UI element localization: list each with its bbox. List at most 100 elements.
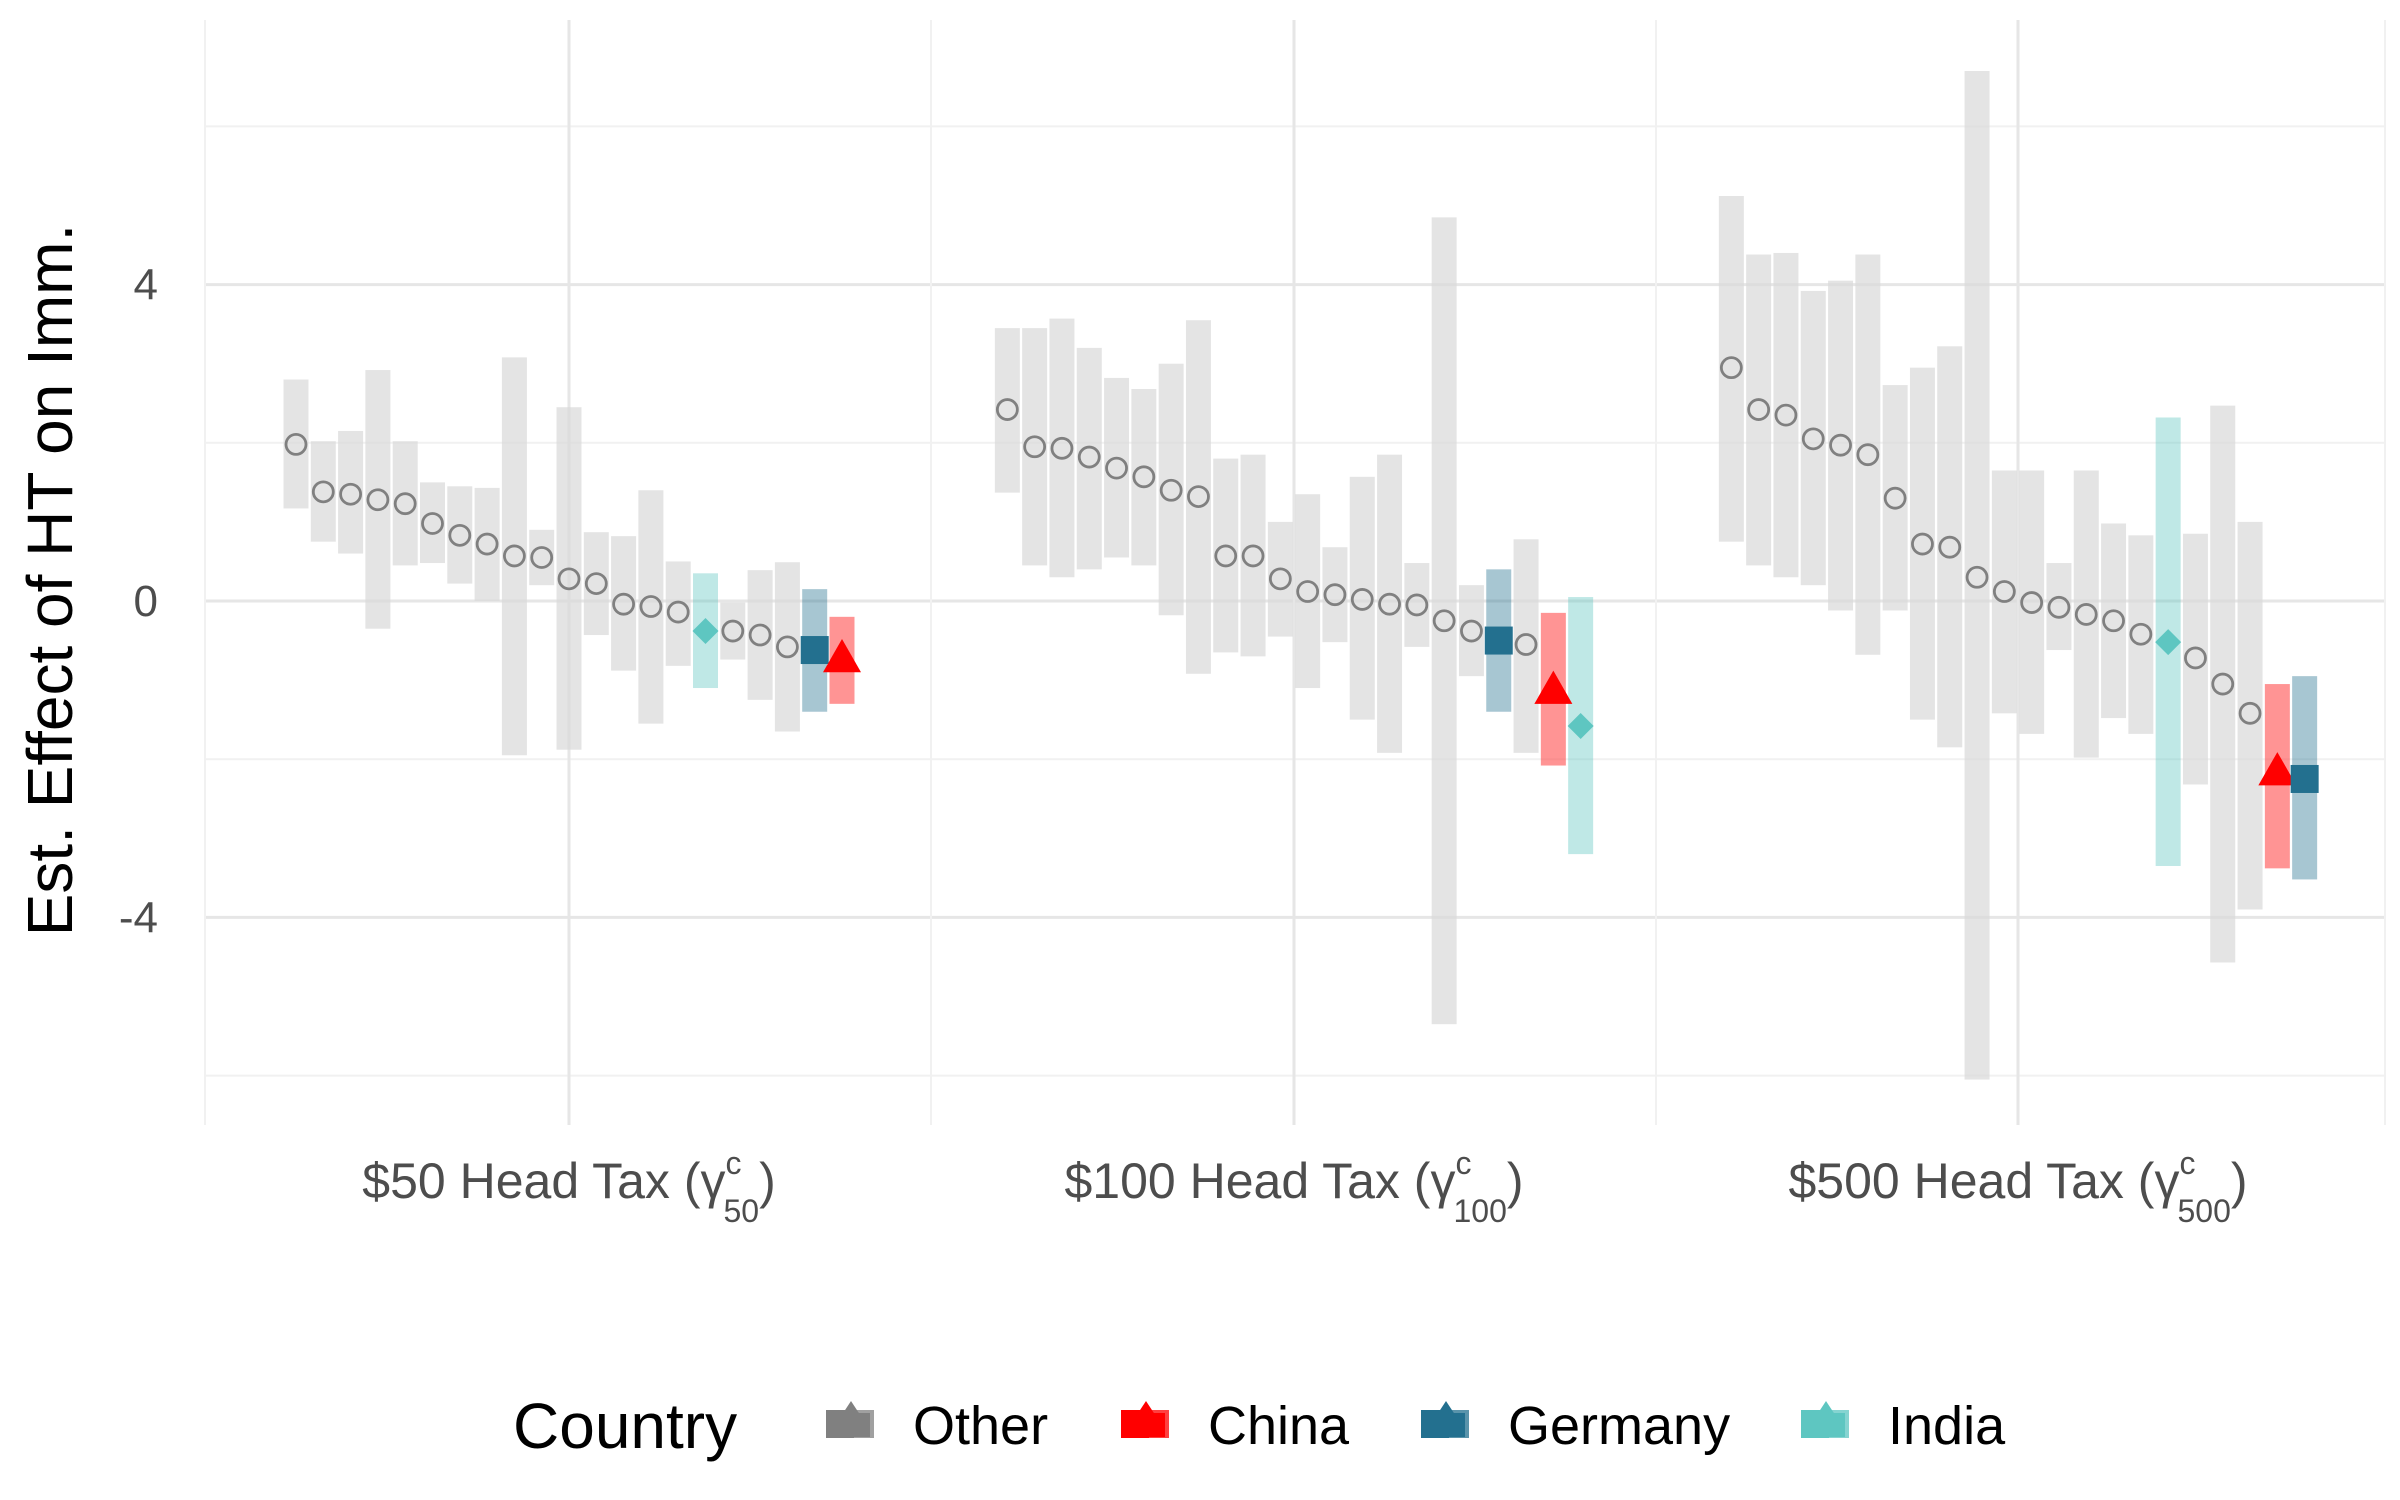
error-bar-other (1377, 454, 1403, 753)
error-bar-other (611, 536, 637, 671)
point-other (1268, 567, 1292, 591)
point-other (1214, 544, 1238, 568)
legend-item-china: China (1121, 1396, 1350, 1456)
point-other (2211, 672, 2235, 696)
error-bar-other (1937, 346, 1963, 748)
legend-label-india: India (1888, 1396, 2006, 1456)
error-bar-other (665, 561, 691, 666)
error-bar-other (1267, 521, 1293, 637)
x-category-label: $500 Head Tax (γc 500) (1788, 1145, 2247, 1229)
error-bar-other (474, 487, 500, 601)
point-other (339, 482, 363, 506)
error-bar-other (1800, 290, 1826, 586)
error-bar-other (1855, 254, 1881, 655)
error-bar-other (1828, 280, 1854, 611)
error-bar-other (1909, 367, 1935, 720)
point-other (2238, 701, 2262, 725)
x-axis-categories: $50 Head Tax (γc 50) $100 Head Tax (γc 100)… (362, 1145, 2247, 1229)
error-bar-other (2101, 523, 2127, 719)
point-other (1023, 435, 1047, 459)
point-india (2155, 629, 2182, 656)
error-bar-other (2019, 470, 2045, 734)
point-other (1801, 427, 1825, 451)
legend-key-india (1801, 1401, 1849, 1438)
point-china (1534, 670, 1573, 704)
point-other (612, 592, 635, 616)
point-germany (1484, 626, 1513, 655)
legend-label-germany: Germany (1508, 1396, 1730, 1456)
point-other (721, 619, 745, 643)
error-bars (283, 71, 2318, 1080)
y-axis-label: Est. Effect of HT on Imm. (14, 224, 86, 937)
error-bar-other (283, 379, 309, 509)
point-other (1992, 580, 2016, 603)
point-germany (2290, 764, 2319, 793)
legend-label-other: Other (913, 1396, 1048, 1456)
error-bar-other (1882, 385, 1908, 611)
point-other (1432, 609, 1456, 633)
error-bar-other (2046, 563, 2072, 651)
error-bar-other (583, 532, 609, 636)
point-other (639, 595, 663, 618)
point-other (1747, 398, 1771, 421)
error-bar-other (501, 357, 527, 756)
point-other (1350, 588, 1374, 611)
point-other (1296, 580, 1320, 603)
grid (204, 20, 2386, 1125)
point-other (1719, 356, 1743, 380)
point-other (1132, 465, 1156, 489)
point-other (1774, 403, 1798, 427)
error-bar-other (1991, 470, 2017, 714)
legend-key-germany (1421, 1401, 1469, 1438)
point-other (1323, 583, 1347, 607)
point-other (1938, 535, 1962, 559)
legend-item-india: India (1801, 1396, 2006, 1456)
error-bar-other (1746, 254, 1772, 566)
error-bar-other (529, 529, 555, 586)
point-other (557, 567, 581, 591)
point-other (1077, 445, 1101, 469)
legend-label-china: China (1208, 1396, 1350, 1456)
point-other (1159, 478, 1183, 502)
error-bar-other (1213, 458, 1239, 653)
legend-title: Country (513, 1390, 737, 1462)
error-bar-other (1131, 389, 1157, 566)
legend-key-china (1121, 1401, 1169, 1438)
point-other (503, 544, 526, 568)
error-bar-other (720, 602, 746, 660)
y-tick-label: 0 (134, 577, 158, 626)
error-bar-other (747, 570, 773, 700)
error-bar-other (1076, 347, 1102, 570)
point-other (393, 492, 417, 516)
point-other (448, 523, 472, 547)
point-other (284, 432, 308, 456)
point-other (666, 600, 690, 624)
point-india (1567, 712, 1594, 739)
error-bar-other (1458, 585, 1484, 677)
x-category-label: $100 Head Tax (γc 100) (1064, 1145, 1523, 1229)
point-other (475, 532, 499, 556)
error-bar-other (1431, 217, 1457, 1025)
error-bar-other (638, 490, 664, 724)
error-bar-other (1404, 563, 1430, 647)
point-other (1241, 544, 1265, 568)
error-bar-other (338, 430, 364, 554)
point-china (823, 638, 861, 673)
point-other (1829, 433, 1852, 457)
error-bar-other (1322, 547, 1348, 643)
point-other (1050, 436, 1074, 460)
point-other (2129, 622, 2153, 646)
point-other (1911, 532, 1934, 556)
error-bar-other (392, 441, 418, 566)
point-other (1460, 619, 1483, 643)
error-bar-other (2210, 405, 2236, 963)
point-other (2047, 595, 2071, 619)
y-tick-label: -4 (119, 893, 158, 942)
point-other (776, 635, 799, 659)
point-other (1187, 485, 1210, 508)
error-bar-other (1104, 377, 1130, 558)
error-bar-other (420, 482, 445, 564)
error-bar-other (1240, 454, 1266, 657)
y-tick-label: 4 (134, 261, 158, 310)
